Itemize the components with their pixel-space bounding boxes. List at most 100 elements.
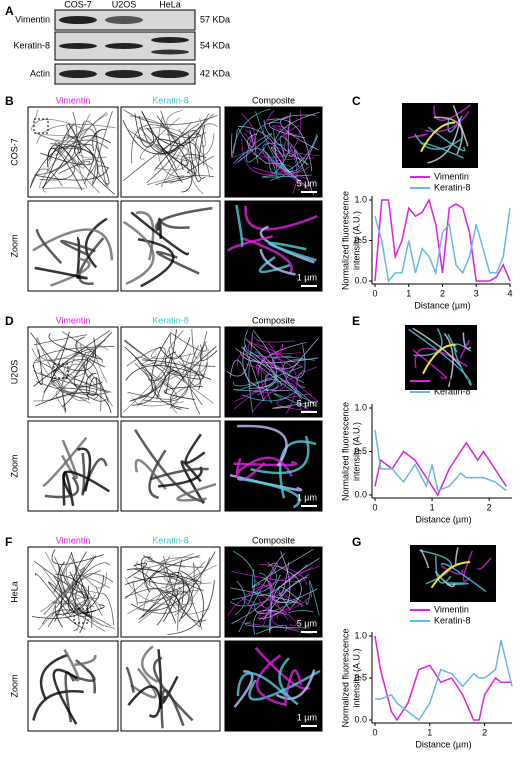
filament: [141, 110, 183, 183]
grayscale-image: [120, 640, 221, 732]
filament: [244, 205, 318, 231]
filament: [164, 591, 181, 604]
filament: [424, 111, 470, 133]
weight-label: 57 KDa: [200, 14, 230, 24]
blot-band: [151, 37, 189, 43]
blot-band: [59, 16, 97, 24]
scale-bar-label: 5 µm: [297, 178, 317, 188]
filament: [58, 160, 91, 175]
filament: [54, 605, 63, 628]
filament: [126, 568, 202, 583]
filament: [241, 390, 297, 402]
filament: [159, 556, 201, 586]
filament: [305, 593, 311, 605]
filament: [141, 359, 201, 391]
filament: [95, 144, 110, 185]
filament: [65, 566, 94, 623]
filament: [257, 584, 274, 608]
x-tick-label: 4: [507, 288, 512, 298]
channel-label: Composite: [252, 95, 295, 105]
filament: [270, 146, 293, 176]
panel-letter: B: [5, 94, 14, 108]
x-tick-label: 0: [372, 727, 377, 737]
filament: [156, 370, 186, 399]
filament: [263, 109, 320, 156]
filament: [34, 357, 85, 390]
filament: [246, 133, 268, 164]
filament: [180, 153, 206, 171]
filament: [251, 548, 314, 588]
legend-label: Vimentin: [434, 604, 469, 614]
filament: [63, 649, 80, 682]
filament: [73, 143, 116, 195]
channel-label: Composite: [252, 535, 295, 545]
filament: [237, 477, 301, 509]
filament: [43, 331, 70, 393]
filament: [34, 125, 70, 142]
filament: [253, 335, 296, 343]
filament: [276, 393, 317, 412]
filament: [288, 610, 314, 614]
filament: [271, 606, 314, 635]
channel-label: Keratin-8: [152, 95, 189, 105]
y-axis-label: intensity (A.U.): [351, 648, 361, 707]
filament: [151, 333, 189, 409]
x-axis-label: Distance (µm): [415, 739, 471, 749]
filament: [125, 365, 212, 381]
filament: [296, 369, 306, 389]
filament: [453, 343, 472, 386]
filament: [189, 345, 201, 415]
filament: [81, 452, 86, 496]
filament: [261, 173, 312, 178]
filament: [167, 113, 214, 155]
x-axis-label: Distance (µm): [415, 514, 471, 524]
filament: [156, 559, 183, 626]
filament: [185, 163, 204, 195]
filament: [126, 128, 201, 162]
blot-band: [105, 43, 143, 49]
filament: [74, 573, 114, 604]
filament: [122, 129, 198, 182]
filament: [123, 362, 167, 413]
profile-line: [374, 207, 511, 283]
filament: [233, 670, 254, 708]
filament: [163, 386, 203, 401]
filament: [245, 621, 311, 629]
filament: [130, 667, 157, 699]
channel-label: Vimentin: [56, 95, 91, 105]
filament: [407, 133, 428, 139]
blot-band: [151, 70, 189, 78]
filament: [227, 565, 320, 617]
zoom-label: Zoom: [9, 674, 19, 697]
filament: [32, 228, 114, 261]
filament: [181, 160, 193, 193]
filament: [177, 591, 203, 631]
weight-label: 42 KDa: [200, 68, 230, 78]
filament: [134, 459, 167, 490]
filament: [255, 590, 297, 626]
filament: [267, 118, 313, 171]
filament: [61, 358, 89, 408]
filament: [73, 332, 113, 388]
x-tick-label: 2: [487, 502, 492, 512]
filament: [160, 123, 218, 188]
filament: [137, 237, 175, 288]
filament: [256, 362, 289, 377]
blot-band: [59, 43, 97, 49]
y-axis-label: intensity (A.U.): [351, 211, 361, 270]
filament: [150, 467, 209, 481]
filament: [42, 436, 88, 488]
filament: [137, 562, 195, 614]
filament: [167, 580, 215, 635]
filament: [52, 668, 78, 725]
scale-bar-label: 5 µm: [297, 618, 317, 628]
filament: [248, 329, 277, 389]
filament: [53, 553, 72, 593]
x-tick-label: 1: [406, 288, 411, 298]
filament: [82, 604, 105, 615]
filament: [226, 332, 253, 377]
filament: [58, 139, 109, 155]
filament: [77, 447, 92, 492]
filament: [174, 563, 202, 616]
lane-label: U2OS: [112, 0, 137, 9]
